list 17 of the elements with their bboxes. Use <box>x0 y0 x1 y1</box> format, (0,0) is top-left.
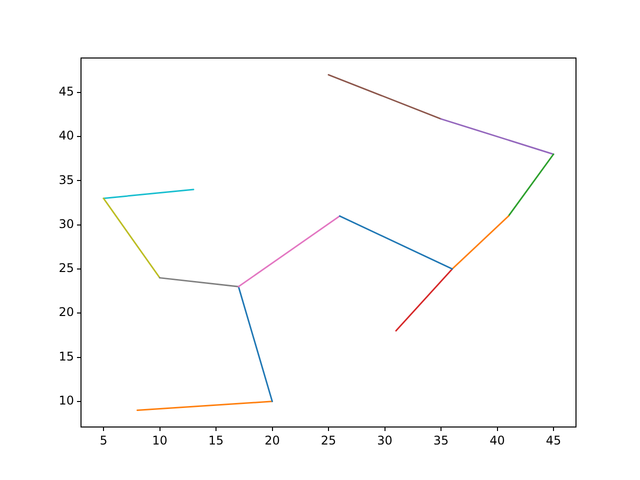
x-tick-label: 5 <box>100 433 108 448</box>
y-tick-label: 40 <box>58 128 74 143</box>
x-tick-label: 45 <box>546 433 562 448</box>
y-tick-label: 10 <box>58 394 74 408</box>
y-tick-label: 20 <box>58 305 74 320</box>
x-tick-label: 20 <box>264 433 280 448</box>
x-tick-label: 15 <box>208 433 224 448</box>
x-tick-label: 30 <box>377 433 392 448</box>
y-tick-label: 35 <box>58 172 74 187</box>
x-tick-label: 40 <box>490 433 505 448</box>
y-tick-label: 25 <box>58 261 74 276</box>
x-tick-label: 25 <box>320 433 336 448</box>
y-tick-label: 15 <box>58 349 74 364</box>
y-tick-label: 30 <box>58 216 74 231</box>
x-tick-label: 35 <box>433 433 449 448</box>
y-tick-label: 45 <box>58 84 74 99</box>
x-tick-label: 10 <box>152 433 168 448</box>
